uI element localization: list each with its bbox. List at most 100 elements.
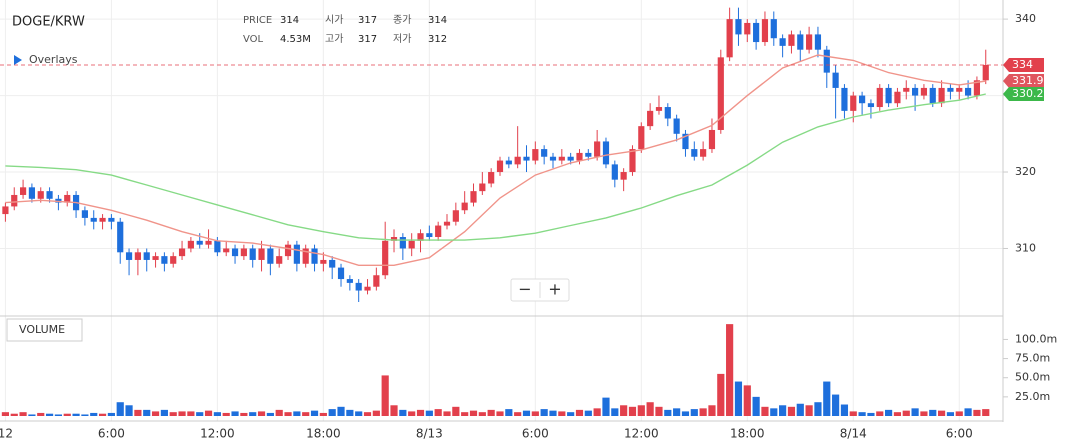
candle-body [753, 22, 760, 43]
volume-bar [849, 411, 857, 416]
volume-bar [814, 402, 822, 416]
volume-button[interactable]: VOLUME [6, 318, 83, 342]
candle-body [532, 149, 539, 161]
candle-body [576, 152, 583, 161]
candle-body [267, 248, 274, 264]
volume-bar [779, 405, 787, 416]
volume-bar [611, 408, 619, 416]
volume-bar [770, 408, 778, 416]
candle-body [320, 259, 327, 264]
ma-tag: 330.2 [1012, 87, 1044, 100]
candle-body [214, 240, 221, 253]
candle-body [470, 191, 477, 203]
volume-bar [160, 409, 168, 416]
candle-body [417, 233, 424, 241]
volume-bar [19, 412, 27, 416]
volume-bar [567, 412, 575, 416]
candle-body [2, 206, 9, 215]
vol-label: VOL [243, 34, 264, 45]
volume-bar [169, 412, 177, 416]
volume-bar [240, 412, 248, 416]
candle-body [708, 129, 716, 150]
candle-body [647, 110, 654, 127]
volume-bar [761, 406, 769, 416]
volume-bar [938, 410, 946, 416]
volume-bar [690, 409, 698, 416]
candle-body [823, 49, 830, 73]
y-tick-label: 310 [1015, 241, 1036, 254]
volume-bar [151, 411, 160, 416]
candle-body [152, 256, 159, 260]
volume-bar [257, 411, 266, 416]
volume-bar [832, 394, 840, 416]
candle-body [479, 183, 486, 192]
volume-bar [178, 411, 186, 416]
candle-body [435, 225, 442, 238]
close: 314 [428, 15, 447, 26]
vol: 4.53M [280, 34, 311, 45]
candle-body [178, 248, 186, 257]
candle-body [37, 191, 44, 199]
overlays-icon [14, 55, 22, 65]
candle-body [541, 149, 548, 157]
high: 317 [358, 34, 377, 45]
volume-bar [363, 412, 372, 416]
candle-body [850, 95, 857, 111]
candle-body [355, 282, 362, 291]
zoom-in[interactable]: + [548, 280, 561, 299]
volume-bar [63, 413, 71, 416]
candle-body [735, 19, 742, 35]
volume-bar [602, 397, 610, 416]
candle-body [223, 248, 230, 253]
volume-bar [726, 324, 734, 416]
volume-bar [805, 405, 813, 416]
volume-bar [45, 413, 54, 416]
candle-body [64, 194, 71, 203]
symbol: DOGE/KRW [12, 15, 85, 30]
volume-bar [310, 410, 319, 416]
volume-bar [72, 413, 80, 416]
candle-body [620, 172, 627, 180]
volume-bar [893, 412, 902, 416]
volume-bar [920, 411, 928, 416]
volume-bar [399, 409, 407, 416]
candle-body [717, 57, 724, 130]
overlays-label: Overlays [29, 53, 78, 66]
candle-body [558, 156, 565, 161]
candle-body [770, 19, 777, 39]
volume-bar [408, 411, 416, 416]
overlays-toggle[interactable]: Overlays [14, 53, 78, 66]
x-tick-label: 8/13 [416, 427, 443, 441]
last-price-tag: 334 [1012, 58, 1033, 71]
volume-bar [549, 410, 557, 416]
candle-body [549, 156, 557, 161]
volume-bar [416, 409, 425, 416]
candle-body [55, 198, 62, 203]
moving-average [5, 54, 986, 266]
volume-bar [620, 405, 628, 416]
x-tick-label: 12:00 [200, 427, 235, 441]
volume-bar [478, 412, 486, 416]
candle-body [170, 256, 177, 264]
candle-body [443, 221, 451, 226]
candle-body [311, 248, 318, 264]
volume-bar [81, 414, 89, 416]
volume-bar [840, 404, 849, 416]
volume-tick-label: 100.0m [1015, 332, 1057, 345]
volume-bar [876, 411, 884, 416]
volume-bar [858, 412, 866, 416]
candle-body [452, 210, 459, 222]
candle-body [373, 275, 380, 287]
volume-button-label: VOLUME [19, 323, 65, 336]
low: 312 [428, 34, 447, 45]
candle-body [929, 87, 936, 104]
candle-body [293, 244, 300, 264]
volume-bar [125, 405, 133, 416]
candle-body [382, 240, 389, 276]
candle-body [655, 107, 663, 111]
volume-bar [116, 402, 124, 416]
candle-body [90, 217, 97, 222]
candle-body [859, 95, 866, 104]
zoom-out[interactable]: − [518, 280, 531, 299]
volume-bar [946, 412, 955, 416]
